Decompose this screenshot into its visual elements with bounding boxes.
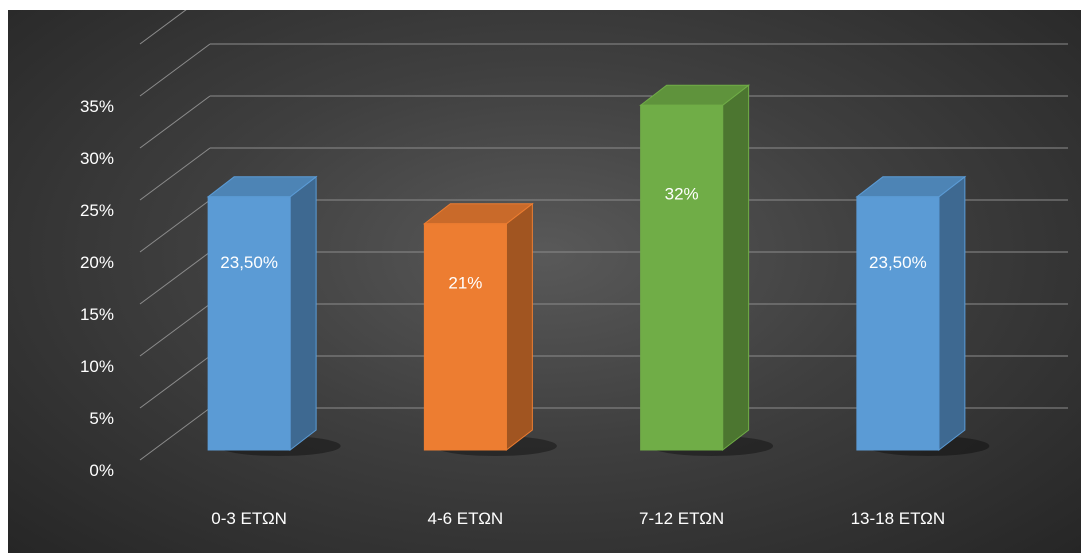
bar [855,175,990,456]
y-tick-label: 20% [80,253,114,272]
y-tick-label: 25% [80,201,114,220]
bar-side [938,175,966,452]
bar-side [505,202,533,452]
gridline-depth [139,199,211,253]
bar-chart-3d: 0% 5% 10% 15% 20% 25% 30% 35% 23,50% 0-3 ΕΤΩΝ 21% 4… [80,10,1068,528]
y-tick-label: 35% [80,97,114,116]
bar-front [640,104,724,451]
gridline-depth [139,10,187,45]
x-tick-label: 7-12 ΕΤΩΝ [639,509,724,528]
gridline-depth [139,95,211,149]
y-tick-label: 0% [89,461,114,480]
x-tick-label: 13-18 ΕΤΩΝ [851,509,946,528]
y-tick-label: 30% [80,149,114,168]
bar-side [289,175,317,452]
y-tick-label: 10% [80,357,114,376]
gridline-depth [139,407,211,461]
gridline-depth [139,355,211,409]
gridlines [139,10,1068,461]
x-tick-label: 0-3 ΕΤΩΝ [211,509,287,528]
data-label: 23,50% [869,253,927,272]
chart-area: 0% 5% 10% 15% 20% 25% 30% 35% 23,50% 0-3 ΕΤΩΝ 21% 4… [8,10,1081,553]
y-tick-label: 5% [89,409,114,428]
gridline-depth [139,303,211,357]
bars: 23,50% 0-3 ΕΤΩΝ 21% 4-6 ΕΤΩΝ 32% 7-12 ΕΤΩΝ 23,… [206,84,990,528]
bar [422,202,557,456]
bar [639,84,774,456]
bar-side [722,84,750,452]
y-tick-label: 15% [80,305,114,324]
x-tick-label: 4-6 ΕΤΩΝ [428,509,504,528]
gridline-depth [139,43,211,97]
bar-front [423,223,507,451]
bar-front [207,196,291,451]
data-label: 23,50% [220,253,278,272]
bar-front [856,196,940,451]
gridline-depth [139,251,211,305]
data-label: 32% [665,184,699,203]
data-label: 21% [448,273,482,292]
bar [206,175,341,456]
y-axis: 0% 5% 10% 15% 20% 25% 30% 35% [80,97,114,480]
gridline-depth [139,147,211,201]
